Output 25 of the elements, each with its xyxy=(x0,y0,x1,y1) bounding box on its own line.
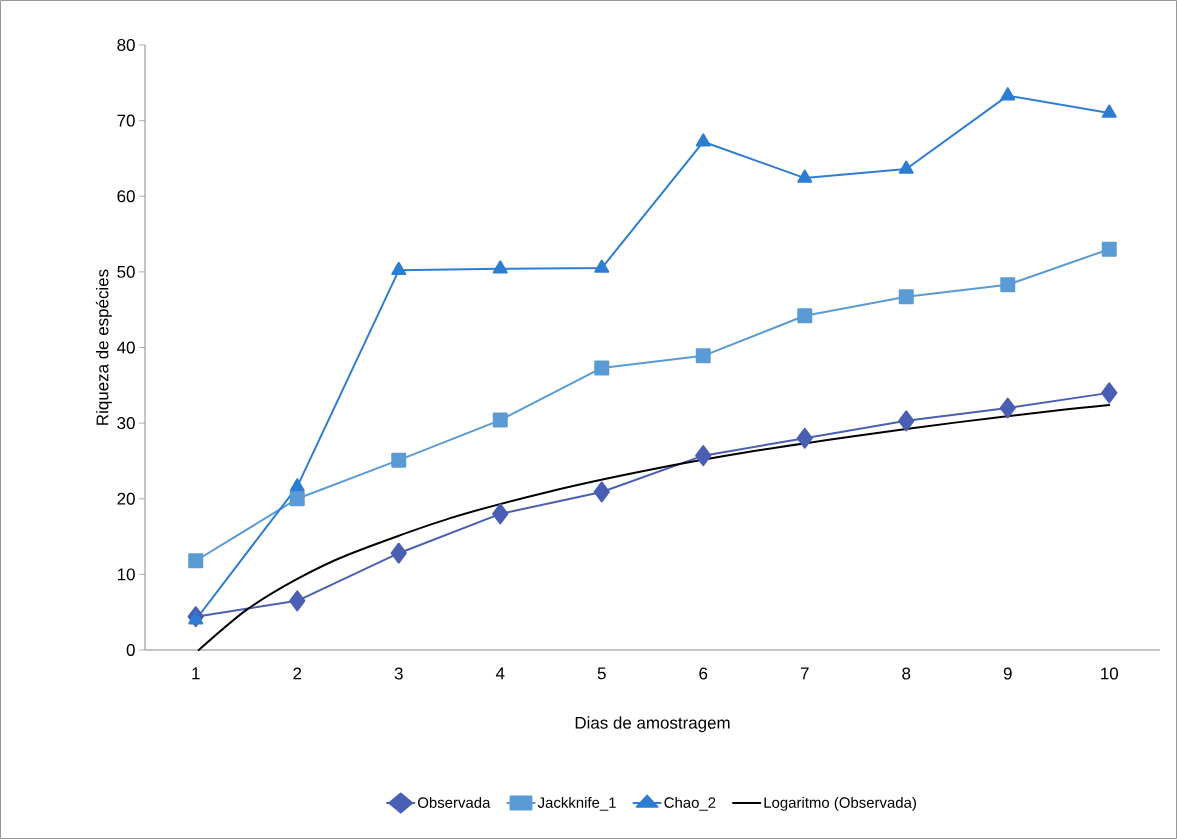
y-tick-label: 0 xyxy=(126,644,135,656)
x-tick-label: 4 xyxy=(495,667,505,680)
y-tick-label: 60 xyxy=(117,190,135,203)
y-tick-label: 80 xyxy=(117,39,135,51)
y-tick-label: 70 xyxy=(117,114,135,127)
y-tick-label: 10 xyxy=(117,568,135,581)
x-tick-label: 8 xyxy=(902,667,911,680)
x-tick-label: 2 xyxy=(293,667,302,680)
x-tick-label: 9 xyxy=(1003,667,1012,680)
legend-label: Observada xyxy=(418,796,491,808)
y-tick-label: 20 xyxy=(117,492,135,505)
y-axis-title: Riqueza de espécies xyxy=(95,269,112,425)
legend-label: Logaritmo (Observada) xyxy=(764,796,916,811)
x-tick-label: 1 xyxy=(192,667,200,680)
y-tick-label: 30 xyxy=(117,417,135,430)
y-tick-label: 50 xyxy=(117,265,135,278)
legend-label: Jackknife_1 xyxy=(537,796,616,811)
x-tick-label: 6 xyxy=(699,667,708,680)
x-axis-title: Dias de amostragem xyxy=(575,716,730,733)
legend-label: Chao_2 xyxy=(664,796,716,811)
x-tick-label: 10 xyxy=(1101,667,1119,680)
x-tick-label: 7 xyxy=(800,667,809,680)
x-tick-label: 3 xyxy=(394,667,403,680)
y-tick-label: 40 xyxy=(117,341,135,354)
x-tick-label: 5 xyxy=(597,667,606,680)
